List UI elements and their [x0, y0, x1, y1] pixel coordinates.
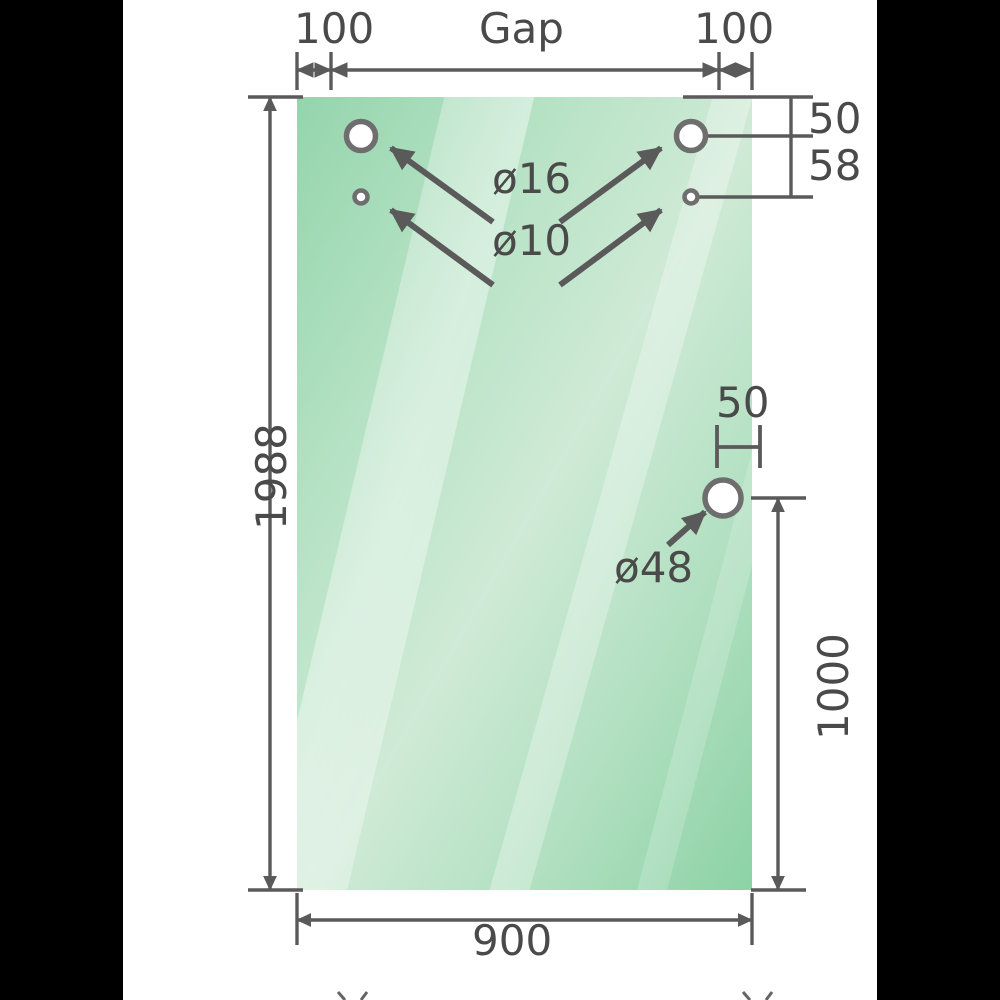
cropped-glyph-left-b — [359, 991, 369, 1000]
left-vertical-dimension — [248, 95, 303, 892]
letterbox-left — [0, 0, 123, 1000]
dim-label-900: 900 — [472, 916, 553, 965]
leader-d16-left — [389, 145, 495, 225]
leader-d16-right — [558, 145, 663, 225]
hole-mid-right-d48 — [702, 477, 744, 519]
hole-top-right-d10 — [682, 188, 700, 206]
dim-label-top-right-100: 100 — [694, 4, 775, 53]
leader-d48 — [666, 509, 707, 548]
leader-d10-left — [389, 207, 495, 288]
hole-callout-d16: ø16 — [492, 154, 572, 203]
cropped-glyph-left-a — [336, 991, 347, 1000]
letterbox-right — [877, 0, 1000, 1000]
right-vertical-dimension — [751, 496, 806, 892]
callout-leaders — [389, 145, 707, 548]
glass-panel — [297, 97, 752, 890]
drawing-canvas: 100 Gap 100 50 58 50 1988 1000 900 ø16 ø… — [123, 0, 877, 1000]
dim-label-mid-right-50: 50 — [716, 378, 770, 427]
right-50-58-dimension — [683, 95, 813, 199]
dim-label-1000: 1000 — [809, 633, 858, 740]
hole-callout-d10: ø10 — [492, 216, 572, 265]
cropped-glyph-right-a — [741, 991, 752, 1000]
dim-label-1988: 1988 — [247, 423, 296, 530]
cropped-glyph-right-b — [764, 991, 774, 1000]
hole-top-left-d10 — [352, 188, 370, 206]
dim-label-top-left-100: 100 — [294, 4, 375, 53]
hole-top-left-d16 — [343, 118, 379, 154]
cropped-bottom-glyphs — [336, 991, 774, 1000]
glass-reflection-streaks — [297, 97, 752, 890]
hole-top-right-d16 — [673, 118, 709, 154]
dim-label-right-58: 58 — [808, 141, 862, 190]
leader-d10-right — [558, 207, 663, 288]
technical-drawing-svg — [248, 52, 813, 1000]
dim-label-right-50: 50 — [808, 94, 862, 143]
dim-label-gap: Gap — [479, 4, 564, 53]
bottom-horizontal-dimension — [295, 893, 754, 945]
mid-right-50-dimension — [715, 425, 762, 468]
hole-group — [343, 118, 744, 519]
hole-callout-d48: ø48 — [614, 543, 694, 592]
